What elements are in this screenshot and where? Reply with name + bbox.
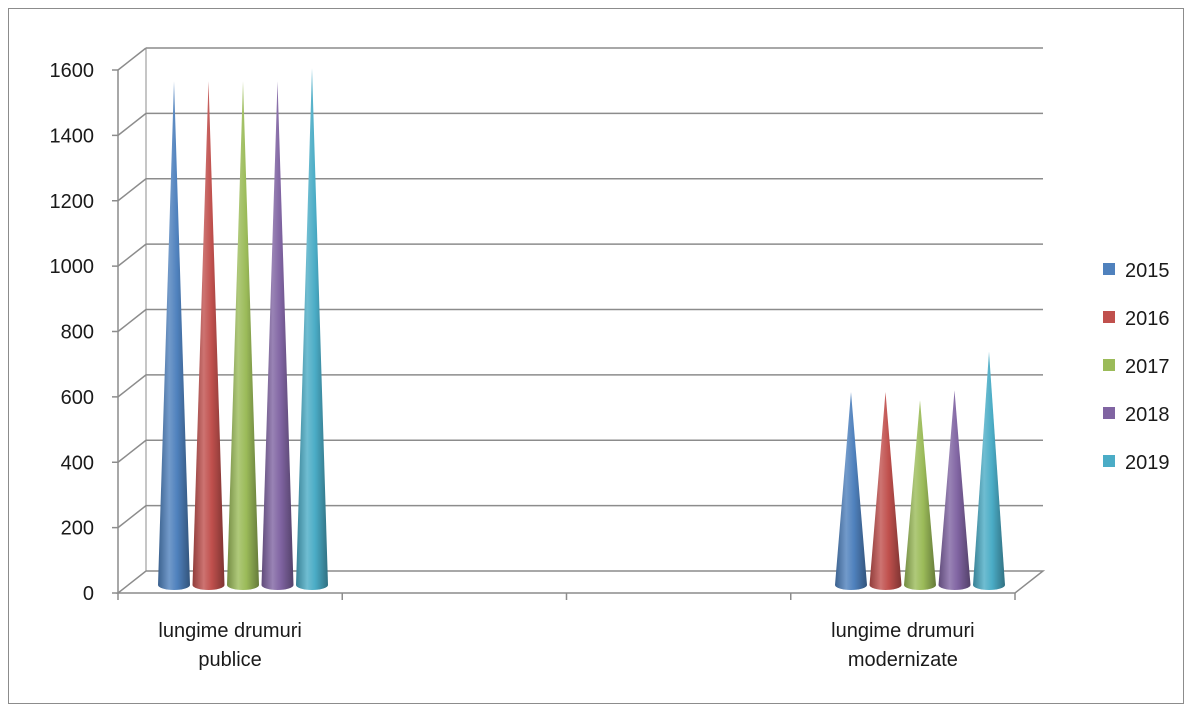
cone-body — [192, 81, 225, 591]
cone-2016-0 — [192, 81, 225, 591]
gridline-wall-400 — [117, 439, 147, 463]
y-tick-label-1000: 1000 — [50, 256, 95, 278]
y-tick-label-200: 200 — [61, 518, 94, 540]
cone-2019-0 — [296, 68, 328, 591]
gridline-wall-1200 — [117, 178, 147, 202]
legend-item-2019: 2019 — [1103, 452, 1170, 474]
cone-2017-1 — [904, 400, 936, 590]
legend-swatch — [1103, 407, 1115, 419]
cone-2015-0 — [158, 81, 190, 591]
gridline-wall-1600 — [117, 47, 147, 71]
gridline-wall-600 — [117, 374, 147, 398]
category-label-1: lungime drumuri modernizate — [831, 620, 974, 671]
legend-label: 2018 — [1125, 404, 1170, 426]
legend-label: 2017 — [1125, 356, 1170, 378]
cone-2015-1 — [835, 391, 867, 590]
cone-body — [904, 400, 936, 590]
legend-label: 2015 — [1125, 260, 1170, 282]
gridline-wall-1000 — [117, 243, 147, 267]
plot-area — [158, 68, 1005, 591]
category-label-line: modernizate — [848, 649, 958, 671]
axes: 0 200 400 600 800 1000 1200 1400 1600 — [50, 47, 1046, 605]
gridline-wall-1400 — [117, 112, 147, 136]
y-tick-label-600: 600 — [61, 387, 94, 409]
cone-2016-1 — [869, 391, 902, 590]
y-tick-label-1600: 1600 — [50, 60, 95, 82]
legend-label: 2016 — [1125, 308, 1170, 330]
y-tick-label-1200: 1200 — [50, 191, 95, 213]
cone-2017-0 — [227, 81, 259, 591]
y-tick-label-800: 800 — [61, 322, 94, 344]
cone-body — [227, 81, 259, 591]
legend: 2015 2016 2017 2018 2019 — [1103, 260, 1170, 474]
legend-item-2016: 2016 — [1103, 308, 1170, 330]
cone-body — [973, 351, 1005, 590]
category-label-0: lungime drumuri publice — [158, 620, 301, 671]
cone-body — [835, 391, 867, 590]
legend-swatch — [1103, 311, 1115, 323]
cone-body — [261, 81, 294, 591]
category-label-line: lungime drumuri — [831, 620, 974, 642]
legend-swatch — [1103, 263, 1115, 275]
y-tick-label-0: 0 — [83, 583, 94, 605]
gridline-wall-200 — [117, 505, 147, 529]
legend-swatch — [1103, 455, 1115, 467]
cone-body — [296, 68, 328, 591]
y-tick-label-1400: 1400 — [50, 125, 95, 147]
legend-item-2015: 2015 — [1103, 260, 1170, 282]
legend-item-2018: 2018 — [1103, 404, 1170, 426]
floor — [115, 570, 1046, 594]
cone-2018-1 — [938, 390, 971, 590]
cone-body — [158, 81, 190, 591]
legend-item-2017: 2017 — [1103, 356, 1170, 378]
cone-2019-1 — [973, 351, 1005, 590]
gridline-wall-800 — [117, 308, 147, 333]
cone-body — [869, 391, 902, 590]
legend-swatch — [1103, 359, 1115, 371]
legend-label: 2019 — [1125, 452, 1170, 474]
category-label-line: lungime drumuri — [158, 620, 301, 642]
category-label-line: publice — [198, 649, 261, 671]
y-tick-label-400: 400 — [61, 452, 94, 474]
cone-2018-0 — [261, 81, 294, 591]
cone-body — [938, 390, 971, 590]
